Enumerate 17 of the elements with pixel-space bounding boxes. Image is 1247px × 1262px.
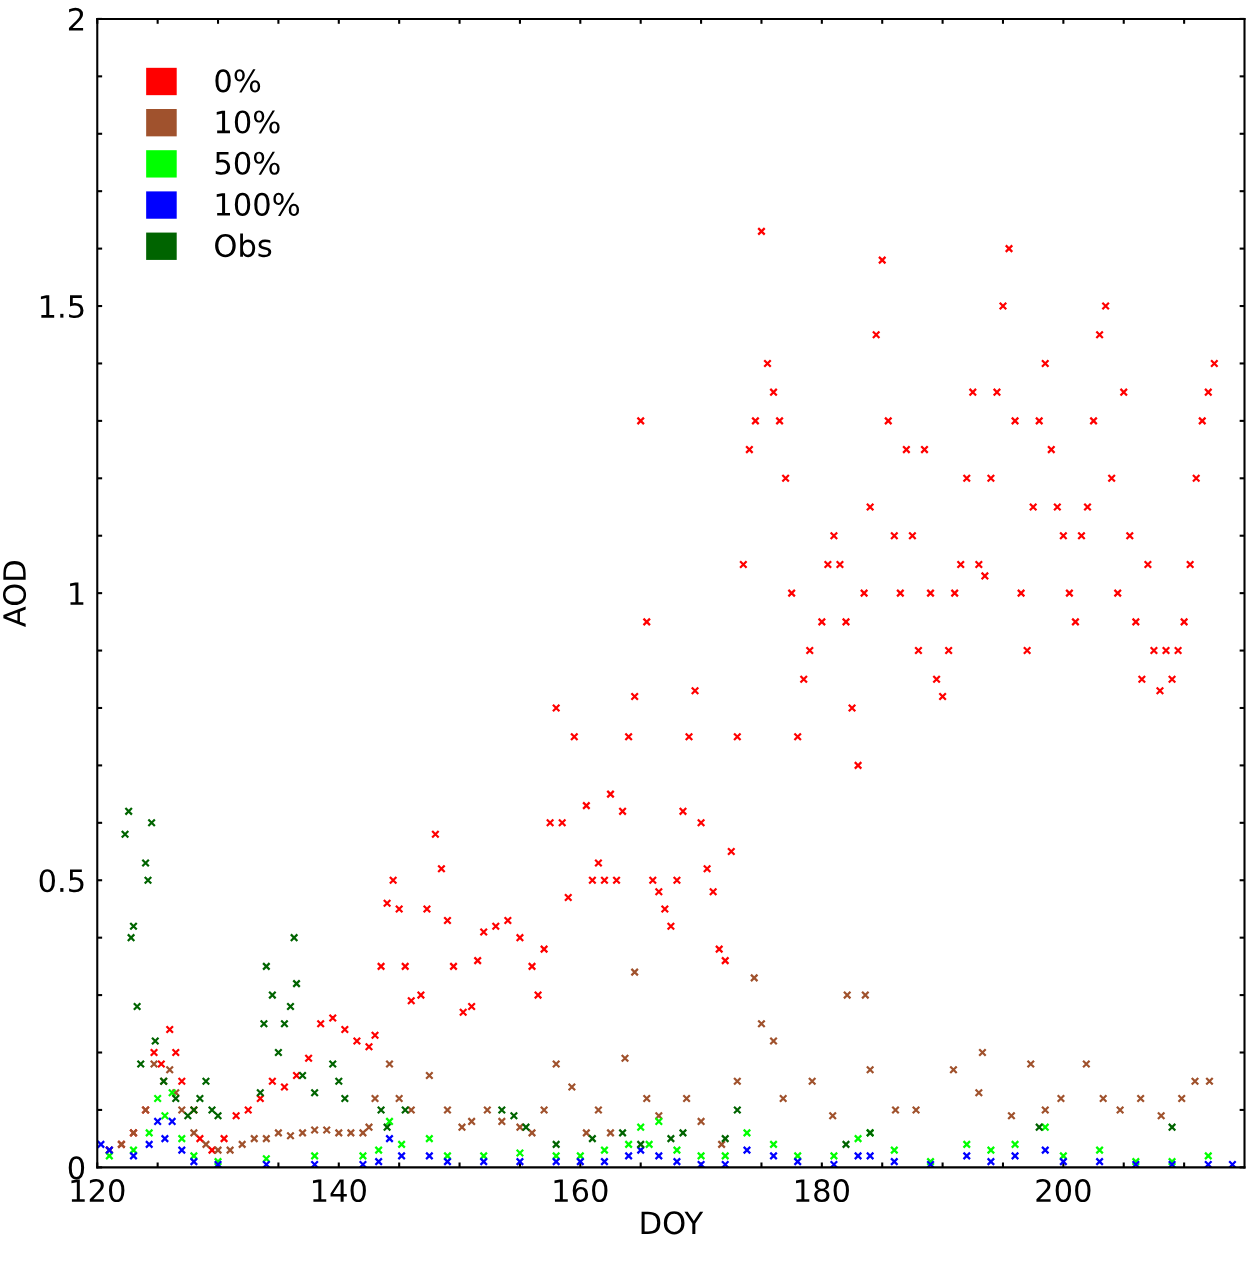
legend-label: 10% bbox=[216, 110, 280, 134]
x-tick-label: 140 bbox=[312, 1179, 366, 1203]
y-tick-label: 0 bbox=[68, 1156, 85, 1180]
y-tick-label: 2 bbox=[68, 7, 84, 31]
y-tick-label: 1 bbox=[70, 582, 84, 605]
x-tick-label: 180 bbox=[796, 1179, 849, 1203]
legend-label: 100% bbox=[216, 192, 300, 216]
x-tick-label: 160 bbox=[554, 1179, 608, 1203]
legend-label: 50% bbox=[215, 151, 280, 175]
y-axis-title: AOD bbox=[2, 560, 27, 627]
x-tick-label: 120 bbox=[71, 1179, 125, 1203]
legend-label: 0% bbox=[215, 69, 261, 93]
x-axis-title: DOY bbox=[641, 1211, 704, 1235]
legend-label: Obs bbox=[215, 233, 272, 258]
y-tick-label: 1.5 bbox=[40, 295, 84, 319]
y-tick-label: 0.5 bbox=[39, 869, 84, 893]
x-tick-label: 200 bbox=[1036, 1179, 1091, 1203]
